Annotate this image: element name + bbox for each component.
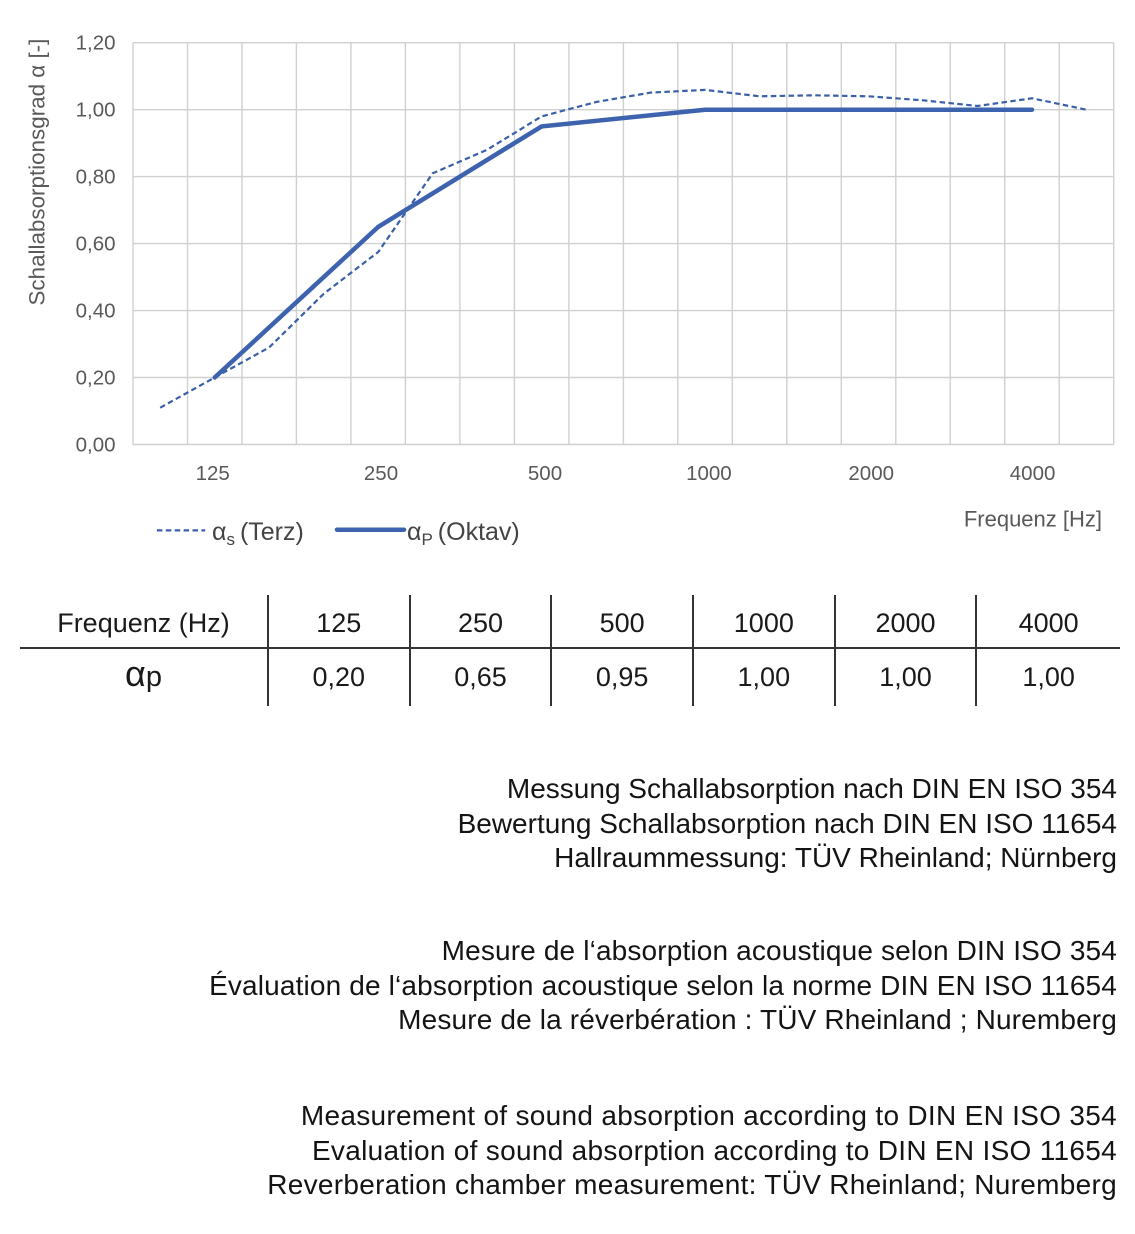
svg-text:250: 250: [364, 462, 398, 485]
svg-text:125: 125: [196, 462, 230, 485]
svg-text:Schallabsorptionsgrad α [-]: Schallabsorptionsgrad α [-]: [25, 39, 50, 306]
svg-text:1,20: 1,20: [76, 32, 116, 55]
svg-text:1000: 1000: [686, 462, 732, 485]
svg-text:4000: 4000: [1010, 462, 1056, 485]
svg-text:Frequenz [Hz]: Frequenz [Hz]: [964, 507, 1102, 532]
svg-text:0,20: 0,20: [76, 367, 116, 390]
svg-text:0,00: 0,00: [76, 434, 116, 457]
svg-text:1,00: 1,00: [76, 99, 116, 122]
svg-text:500: 500: [528, 462, 562, 485]
svg-text:0,80: 0,80: [76, 166, 116, 189]
svg-text:0,40: 0,40: [76, 300, 116, 323]
svg-text:αP (Oktav): αP (Oktav): [407, 518, 520, 549]
svg-text:0,60: 0,60: [76, 233, 116, 256]
svg-text:2000: 2000: [848, 462, 894, 485]
svg-text:αs (Terz): αs (Terz): [212, 518, 304, 549]
